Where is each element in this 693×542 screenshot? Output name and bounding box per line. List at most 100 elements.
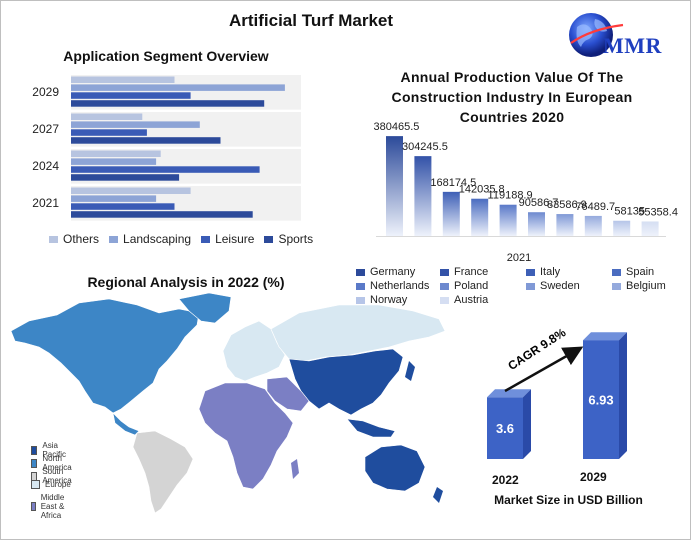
data-label: 304245.5 [402,141,448,153]
tick-label: 2029 [32,85,59,99]
world-map [10,292,446,514]
legend-label: Austria [454,294,489,306]
bar-norway [613,220,631,236]
data-label: 119188.9 [488,190,533,202]
legend-swatch [31,480,40,489]
legend-swatch [356,296,365,304]
market-size-chart: 3.6 6.93 [487,332,627,459]
production-chart-title: Annual Production Value Of The Construct… [391,69,633,125]
bar-leisure-2027 [71,129,147,136]
map-legend-item: North America [31,454,74,472]
legend-swatch [31,458,38,468]
legend-label: Landscaping [123,232,192,246]
bar-netherlands [499,204,517,236]
bar-landscaping-2024 [71,158,157,165]
legend-item-germany: Germany [356,266,415,278]
data-label: 380465.5 [374,121,420,133]
legend-label: Middle East & Africa [40,493,65,520]
production-chart: 380465.5 304245.5 168174.5142035.8119188.9… [374,121,678,264]
bar-2029 [583,340,619,459]
bar-italy [442,191,460,236]
legend-swatch [440,268,449,276]
application-chart: 2029 2027 2024 2021 [32,75,301,221]
region-north-america [10,298,200,414]
legend-swatch [201,235,211,243]
legend-swatch [612,268,621,276]
market-size-caption: Market Size in USD Billion [494,493,643,507]
legend-swatch [440,296,449,304]
tick-label: 2021 [32,196,59,210]
tick-label: 2027 [32,122,59,136]
data-label: 58135 [614,206,645,218]
region-south-america [132,430,194,514]
bar-others-2029 [71,76,175,83]
data-label: 142035.8 [459,184,505,196]
bar-top-2029 [583,332,627,341]
legend-label: Europe [45,480,71,489]
data-label: 55358.4 [638,206,678,218]
legend-swatch [612,282,621,290]
region-africa [198,382,294,490]
legend-label: France [454,266,489,278]
logo-text: MMR [603,33,662,58]
region-central-america [112,412,140,436]
legend-swatch [356,268,365,276]
legend-swatch [31,502,36,511]
legend-label: Asia Pacific [42,441,66,459]
legend-item-italy: Italy [526,266,560,278]
legend-item-leisure: Leisure [201,232,254,246]
legend-label: Others [63,232,100,246]
region-greenland [178,292,232,324]
legend-item-belgium: Belgium [612,280,666,292]
bar-2022 [487,397,523,459]
bar-sports-2024 [71,174,180,181]
bar-side-2029 [619,332,627,459]
legend-swatch [356,282,365,290]
legend-item-france: France [440,266,488,278]
legend-label: Germany [370,266,416,278]
legend-label: Sweden [540,280,580,292]
legend-swatch [264,235,274,243]
logo: MMR [561,9,681,65]
region-europe [222,320,286,382]
legend-label: South America [42,467,72,485]
legend-label: Belgium [626,280,666,292]
legend-label: Norway [370,294,408,306]
legend-swatch [440,282,449,290]
data-label: 168174.5 [430,177,476,189]
region-russia [270,304,446,362]
bar-top-2022 [487,389,531,398]
legend-item-austria: Austria [440,294,488,306]
bar-belgium [584,215,602,236]
globe-icon [569,13,624,57]
region-asia-pacific [288,348,404,416]
bar-others-2024 [71,150,161,157]
regional-title: Regional Analysis in 2022 (%) [87,274,285,290]
production-legend: Germany France Italy Spain Netherlands Poland… [356,266,686,314]
growth-arrow [504,346,584,393]
bar-austria [641,221,659,236]
legend-swatch [526,282,535,290]
application-chart-title: Application Segment Overview [63,48,269,64]
legend-label: North America [42,454,72,472]
legend-item-spain: Spain [612,266,654,278]
bar-sweden [556,214,574,236]
bar-leisure-2029 [71,92,191,99]
legend-item-poland: Poland [440,280,488,292]
data-label: 90586.7 [519,197,559,209]
bar-leisure-2021 [71,203,175,210]
map-legend-item: Middle East & Africa [31,493,69,520]
data-label: 83586.9 [547,199,587,211]
bar-poland [528,212,545,236]
bar-spain [471,198,489,236]
legend-item-netherlands: Netherlands [356,280,429,292]
legend-swatch [109,235,119,243]
bar-landscaping-2021 [71,195,157,202]
data-label: 6.93 [588,393,613,408]
legend-swatch [31,445,38,455]
market-size-year-2029: 2029 [580,470,607,484]
bar-sports-2027 [71,137,221,144]
legend-label: Leisure [215,232,255,246]
region-australia [364,444,426,492]
